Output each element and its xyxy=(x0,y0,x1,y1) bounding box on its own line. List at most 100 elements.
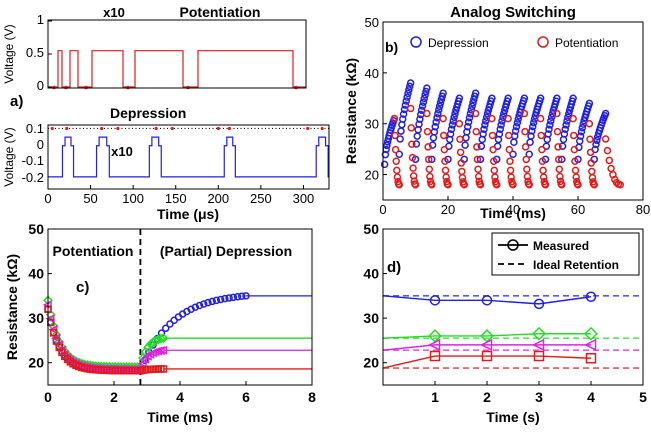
panel-b-potentiation-point-7-1 xyxy=(504,131,513,140)
panel-b-potentiation-point-2-0 xyxy=(423,109,431,118)
panel-b: 0 20 40 60 80 20 30 40 50 Analog Switching b) De… xyxy=(343,4,650,221)
panel-b-depression-point-5-13 xyxy=(471,89,480,97)
panel-a-top-ytick-0: 0 xyxy=(37,78,44,93)
panel-b-depression-point-5-10 xyxy=(469,99,477,107)
panel-b-depression-point-3-7 xyxy=(434,109,442,118)
panel-b-depression-point-5-12 xyxy=(471,92,479,101)
panel-b-depression-point-6-6 xyxy=(482,117,490,125)
panel-a-bottom-marker-2 xyxy=(100,126,104,131)
panel-b-depression-point-10-7 xyxy=(547,113,556,121)
panel-b-depression-point-3-10 xyxy=(436,99,445,107)
panel-b-depression-point-9-13 xyxy=(536,94,545,103)
panel-d-diamond-measured-line xyxy=(382,333,591,339)
panel-b-depression-point-2-10 xyxy=(420,94,428,103)
panel-b-depression-point-3-2 xyxy=(429,134,438,142)
panel-c-circle-dep-point-20 xyxy=(221,294,229,303)
panel-b-depression-point-10-5 xyxy=(546,121,554,129)
panel-b-depression-point-1-4 xyxy=(399,115,407,123)
panel-c: 0 2 4 6 8 20 30 40 50 Potentiation (Partial) Dep… xyxy=(4,221,316,425)
panel-c-circle-dep-point-21 xyxy=(225,294,233,302)
panel-d-circle-point-1 xyxy=(429,295,441,306)
panel-b-potentiation-point-6-4 xyxy=(490,166,499,175)
panel-c-circle-dep-point-6 xyxy=(161,324,170,333)
panel-b-potentiation-point-6-0 xyxy=(488,114,496,123)
panel-b-potentiation-point-5-0 xyxy=(471,109,480,118)
panel-c-circle-dep-point-16 xyxy=(204,298,212,307)
panel-a-top-ytick-2: 1 xyxy=(37,12,44,27)
panel-b-potentiation-point-5-8 xyxy=(476,180,485,189)
panel-a-bottom-ytick-3: -0.2 xyxy=(22,170,44,185)
panel-d-square-point-1 xyxy=(429,350,441,362)
panel-b-potentiation-point-11-8 xyxy=(574,180,582,189)
panel-b-potentiation-point-12-3 xyxy=(587,159,595,167)
panel-b-potentiation-point-11-5 xyxy=(572,173,580,181)
panel-b-depression-point-7-5 xyxy=(497,121,505,129)
panel-c-xlabel: Time (ms) xyxy=(147,409,213,425)
panel-b-depression-point-2-1 xyxy=(412,140,421,148)
panel-b-depression-point-0-1 xyxy=(381,150,390,159)
panel-a-bottom-xtick-1: 50 xyxy=(83,191,97,206)
panel-b-depression-point-9-4 xyxy=(529,122,537,131)
panel-b-depression-point-1-12 xyxy=(406,82,414,91)
panel-b-depression-point-7-13 xyxy=(504,94,512,103)
panel-b-depression-point-2-13 xyxy=(423,84,431,92)
panel-d-frame xyxy=(382,228,644,386)
panel-b-depression-point-9-2 xyxy=(527,132,535,140)
panel-b-depression-point-1-1 xyxy=(396,135,404,143)
panel-b-depression-point-0-0 xyxy=(380,160,389,169)
panel-b-depression-point-8-0 xyxy=(509,150,517,158)
panel-b-xtick-3: 60 xyxy=(571,202,585,217)
panel-b-depression-point-8-13 xyxy=(520,94,529,103)
panel-b-ytick-1: 30 xyxy=(365,117,379,132)
panel-d-circle-point-2 xyxy=(481,295,493,306)
panel-b-potentiation-point-11-1 xyxy=(569,131,578,140)
panel-a-top-chart xyxy=(48,20,306,90)
panel-b-depression-point-4-7 xyxy=(450,113,458,121)
panel-d-square-point-4 xyxy=(585,353,597,364)
panel-b-depression-point-3-13 xyxy=(439,89,447,97)
panel-b-depression-point-12-5 xyxy=(578,124,587,132)
panel-a: 0 50 100 150 200 250 300 x10 Potentiation 0 0.… xyxy=(2,4,330,222)
panel-b-xtick-2: 40 xyxy=(506,202,520,217)
panel-b-depression-point-8-3 xyxy=(511,127,520,135)
panel-d-square-point-3 xyxy=(533,350,545,362)
panel-a-top-ytick-1: 0.5 xyxy=(26,45,44,60)
panel-b-potentiation-point-5-1 xyxy=(472,127,480,136)
panel-b-potentiation-point-12-1 xyxy=(586,135,594,143)
panel-a-bottom-xtick-5: 250 xyxy=(250,191,272,206)
panel-d-xtick-4: 5 xyxy=(639,389,647,405)
panel-b-xlabel: Time (ms) xyxy=(480,205,546,221)
panel-b-potentiation-point-2-8 xyxy=(428,180,436,189)
panel-b-potentiation-point-6-2 xyxy=(489,145,497,154)
panel-b-potentiation-point-11-2 xyxy=(570,145,579,154)
panel-d-diamond-point-4 xyxy=(584,326,598,341)
panel-c-frame xyxy=(47,228,313,386)
panel-b-depression-point-11-1 xyxy=(558,142,567,150)
panel-b-potentiation-point-11-0 xyxy=(569,114,577,123)
panel-b-depression-point-1-10 xyxy=(404,89,412,98)
panel-b-potentiation-point-7-5 xyxy=(507,173,515,181)
panel-b-depression-point-9-3 xyxy=(528,127,536,135)
panel-b-potentiation-point-4-0 xyxy=(455,119,464,128)
panel-b-depression-point-11-0 xyxy=(558,155,566,164)
panel-d-xtick-3: 4 xyxy=(587,389,595,405)
panel-c-ytick-1: 30 xyxy=(28,310,44,326)
panel-b-depression-point-9-5 xyxy=(529,118,538,127)
panel-d-chart: 1 2 3 4 5 20 30 40 50 xyxy=(363,221,647,405)
panel-b-potentiation-point-11-4 xyxy=(571,166,580,175)
panel-b-chart: 0 20 40 60 80 20 30 40 50 xyxy=(365,15,651,217)
panel-b-potentiation-point-3-1 xyxy=(439,131,448,140)
panel-b-potentiation-point-10-4 xyxy=(555,165,564,173)
panel-a-bottom-chart: 0 50 100 150 200 250 300 xyxy=(44,126,329,206)
panel-b-ytick-3: 50 xyxy=(365,15,379,30)
panel-b-potentiation-point-6-8 xyxy=(493,180,501,189)
panel-a-top-annotation: x10 xyxy=(103,5,125,20)
panel-b-potentiation-point-5-3 xyxy=(473,155,482,164)
panel-b-potentiation-point-6-3 xyxy=(489,157,498,165)
panel-d-legend-box xyxy=(491,232,640,276)
panel-b-potentiation-point-1-4 xyxy=(409,164,417,172)
panel-b-depression-point-10-3 xyxy=(544,130,552,138)
panel-b-depression-point-4-4 xyxy=(447,125,456,133)
panel-b-potentiation-point-6-5 xyxy=(491,173,499,181)
panel-b-potentiation-point-3-4 xyxy=(441,166,450,175)
